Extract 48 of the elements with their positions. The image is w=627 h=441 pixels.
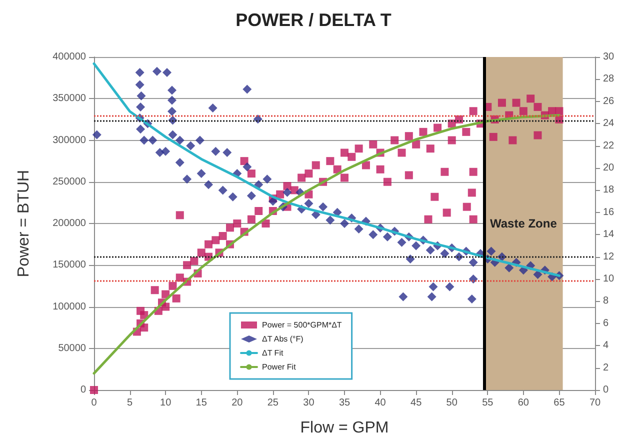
y2-tick-label: 24	[603, 118, 615, 130]
x-tick-label: 70	[589, 398, 601, 408]
y2-tick-label: 8	[603, 296, 609, 307]
y2-tick-label: 0	[603, 384, 609, 396]
x-tick-label: 10	[160, 398, 172, 408]
y-axis-title: Power = BTUH	[16, 170, 32, 278]
x-tick-label: 60	[518, 398, 530, 408]
x-tick-label: 65	[554, 398, 566, 408]
y2-tick-label: 14	[603, 229, 615, 240]
y2-tick-label: 22	[603, 140, 615, 152]
y2-tick-label: 18	[603, 184, 615, 196]
x-tick-label: 15	[196, 398, 208, 408]
y2-tick-label: 2	[603, 362, 609, 374]
y-tick-label: 300000	[52, 134, 86, 146]
x-axis-title: Flow = GPM	[300, 420, 389, 436]
y-tick-label: 350000	[52, 93, 86, 104]
y2-tick-label: 20	[603, 162, 615, 174]
y-tick-label: 200000	[52, 218, 86, 229]
y-tick-label: 0	[80, 384, 86, 396]
y-tick-label: 250000	[52, 176, 86, 188]
legend-label: ΔT Abs (°F)	[262, 334, 304, 344]
x-tick-label: 20	[232, 398, 244, 408]
x-tick-label: 5	[127, 398, 134, 408]
legend-label: Power = 500*GPM*ΔT	[262, 320, 342, 330]
y2-tick-label: 30	[603, 52, 615, 62]
y-tick-label: 150000	[52, 260, 86, 271]
x-tick-label: 35	[338, 398, 350, 408]
y2-tick-label: 16	[603, 206, 615, 218]
x-tick-label: 40	[374, 398, 386, 408]
y2-tick-label: 12	[603, 251, 615, 262]
legend-label: ΔT Fit	[262, 348, 284, 358]
x-tick-label: 55	[482, 398, 494, 408]
legend-label: Power Fit	[262, 362, 297, 372]
y2-tick-label: 28	[603, 74, 615, 85]
x-tick-label: 30	[303, 398, 315, 408]
y2-tick-label: 10	[603, 274, 615, 284]
chart-title: POWER / DELTA T	[236, 10, 392, 30]
y-tick-label: 100000	[52, 301, 86, 312]
x-tick-label: 25	[267, 398, 279, 408]
y-tick-label: 50000	[58, 342, 86, 354]
band-label: Waste Zone	[490, 216, 558, 230]
x-tick-label: 50	[446, 398, 458, 408]
y-tick-label: 400000	[52, 52, 86, 62]
y2-tick-label: 26	[603, 96, 615, 107]
x-tick-label: 45	[410, 398, 422, 408]
y2-tick-label: 6	[603, 318, 609, 329]
y2-tick-label: 4	[603, 340, 609, 352]
x-tick-label: 0	[91, 398, 98, 408]
